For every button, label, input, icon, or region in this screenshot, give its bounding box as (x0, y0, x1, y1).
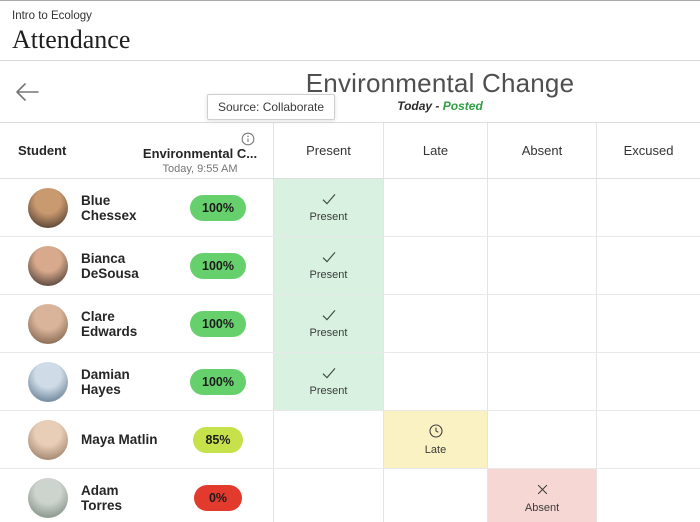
absent-cell[interactable]: Absent (487, 179, 596, 236)
avatar (28, 419, 68, 460)
attendance-percentage-pill: 100% (190, 368, 246, 395)
late-cell[interactable]: Late (383, 237, 487, 294)
info-circle-icon[interactable] (241, 132, 255, 146)
present-cell[interactable]: Present (273, 411, 383, 468)
table-row: Maya Matlin 85% Present Late Absent Excu… (0, 411, 700, 469)
cell-status-label: Present (309, 327, 348, 339)
absent-cell[interactable]: Absent (487, 237, 596, 294)
meeting-posted-badge: Posted (442, 99, 483, 113)
present-cell[interactable]: Present (273, 353, 383, 410)
check-icon (321, 192, 337, 206)
attendance-percentage-pill: 100% (190, 310, 246, 337)
student-name: Maya Matlin (81, 432, 158, 447)
column-header-late: Late (383, 123, 487, 178)
student-name: Clare Edwards (81, 308, 138, 339)
table-row: Bianca DeSousa 100% Present Late Absent … (0, 237, 700, 295)
absent-cell[interactable]: Absent (487, 469, 596, 522)
meeting-column-title: Environmental C... (142, 146, 258, 161)
page-title: Attendance (12, 25, 131, 54)
late-cell[interactable]: Late (383, 295, 487, 352)
left-arrow-icon (14, 80, 40, 104)
table-row: Damian Hayes 100% Present Late Absent Ex… (0, 353, 700, 411)
attendance-percentage-pill: 0% (194, 484, 242, 511)
student-name: Bianca DeSousa (81, 250, 139, 281)
check-icon (321, 308, 337, 322)
present-cell[interactable]: Present (273, 295, 383, 352)
table-row: Adam Torres 0% Present Late Absent Excus… (0, 469, 700, 522)
late-cell[interactable]: Late (383, 469, 487, 522)
student-column-label: Student (18, 143, 67, 158)
avatar (28, 303, 68, 344)
student-cell: Clare Edwards 100% (0, 295, 273, 352)
meeting-title: Environmental Change (305, 68, 575, 98)
attendance-percentage-pill: 85% (193, 426, 243, 453)
absent-cell[interactable]: Absent (487, 411, 596, 468)
attendance-percentage-pill: 100% (190, 252, 246, 279)
x-icon (535, 482, 550, 497)
column-header-absent: Absent (487, 123, 596, 178)
page-header: Intro to Ecology Attendance (0, 1, 700, 61)
present-cell[interactable]: Present (273, 469, 383, 522)
check-icon (321, 250, 337, 264)
late-cell[interactable]: Late (383, 353, 487, 410)
table-header: Student Environmental C... Today, 9:55 A… (0, 123, 700, 179)
excused-cell[interactable]: Excused (596, 469, 700, 522)
student-name: Damian Hayes (81, 366, 130, 397)
source-tooltip: Source: Collaborate (207, 94, 336, 120)
present-cell[interactable]: Present (273, 237, 383, 294)
table-row: Clare Edwards 100% Present Late Absent E… (0, 295, 700, 353)
absent-cell[interactable]: Absent (487, 353, 596, 410)
meeting-status-line: Today - Posted (306, 99, 575, 113)
table-row: Blue Chessex 100% Present Late Absent Ex… (0, 179, 700, 237)
student-cell: Bianca DeSousa 100% (0, 237, 273, 294)
student-name: Blue Chessex (81, 192, 137, 223)
avatar (28, 245, 68, 286)
back-button[interactable] (14, 80, 40, 104)
present-cell[interactable]: Present (273, 179, 383, 236)
cell-status-label: Present (309, 269, 348, 281)
column-header-present: Present (273, 123, 383, 178)
excused-cell[interactable]: Excused (596, 237, 700, 294)
clock-icon (428, 423, 444, 439)
avatar (28, 187, 68, 228)
meeting-bar: Source: Collaborate Environmental Change… (0, 61, 700, 123)
excused-cell[interactable]: Excused (596, 411, 700, 468)
absent-cell[interactable]: Absent (487, 295, 596, 352)
check-icon (321, 366, 337, 380)
cell-status-label: Absent (524, 501, 560, 514)
student-column-header: Student Environmental C... Today, 9:55 A… (0, 123, 273, 178)
excused-cell[interactable]: Excused (596, 353, 700, 410)
breadcrumb[interactable]: Intro to Ecology (12, 10, 92, 22)
meeting-date: Today - (397, 99, 440, 113)
avatar (28, 477, 68, 518)
student-cell: Blue Chessex 100% (0, 179, 273, 236)
column-header-excused: Excused (596, 123, 700, 178)
cell-status-label: Present (309, 385, 348, 397)
excused-cell[interactable]: Excused (596, 179, 700, 236)
excused-cell[interactable]: Excused (596, 295, 700, 352)
student-cell: Adam Torres 0% (0, 469, 273, 522)
late-cell[interactable]: Late (383, 179, 487, 236)
meeting-column-header: Environmental C... Today, 9:55 AM (135, 126, 265, 175)
cell-status-label: Late (424, 444, 447, 456)
attendance-percentage-pill: 100% (190, 194, 246, 221)
avatar (28, 361, 68, 402)
meeting-column-time: Today, 9:55 AM (162, 163, 238, 175)
student-cell: Maya Matlin 85% (0, 411, 273, 468)
late-cell[interactable]: Late (383, 411, 487, 468)
student-cell: Damian Hayes 100% (0, 353, 273, 410)
student-name: Adam Torres (81, 482, 123, 513)
cell-status-label: Present (309, 211, 348, 223)
meeting-header: Environmental Change Today - Posted (306, 68, 575, 113)
